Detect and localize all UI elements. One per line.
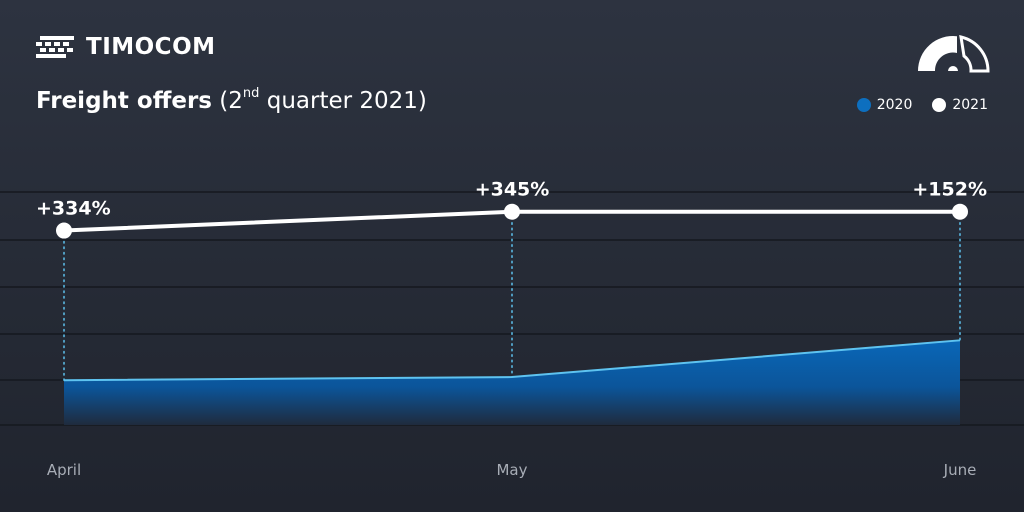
title-open: (2 bbox=[219, 88, 243, 114]
legend-dot-2021 bbox=[932, 98, 947, 112]
x-tick-label-1: May bbox=[496, 461, 527, 479]
brand-logo: TIMOCOM bbox=[36, 34, 216, 60]
data-label-1: +345% bbox=[475, 179, 550, 201]
data-label-0: +334% bbox=[36, 198, 111, 220]
x-tick-label-2: June bbox=[943, 461, 977, 479]
data-label-2: +152% bbox=[912, 179, 987, 201]
brand-name: TIMOCOM bbox=[86, 34, 216, 60]
x-axis-ticks: April May June bbox=[47, 461, 976, 479]
drop-lines bbox=[63, 210, 961, 381]
chart-title: Freight offers (2nd quarter 2021) bbox=[36, 86, 427, 114]
data-point-2021-0 bbox=[56, 222, 72, 239]
series-2020-area bbox=[63, 339, 961, 425]
data-point-2021-1 bbox=[504, 203, 520, 220]
series-2021-line bbox=[56, 203, 968, 239]
legend-item-2021: 2021 bbox=[932, 97, 988, 113]
title-sup: nd bbox=[242, 86, 260, 102]
title-rest: quarter 2021) bbox=[259, 88, 427, 114]
series-2020-area-fill bbox=[64, 340, 960, 425]
gauge-icon bbox=[918, 35, 990, 73]
legend-dot-2020 bbox=[856, 98, 871, 112]
legend-item-2020: 2020 bbox=[856, 97, 913, 113]
data-labels: +334% +345% +152% bbox=[36, 179, 987, 220]
legend-label-2020: 2020 bbox=[876, 97, 913, 113]
legend-label-2021: 2021 bbox=[952, 97, 988, 113]
x-tick-label-0: April bbox=[47, 461, 81, 479]
data-point-2021-2 bbox=[952, 203, 968, 220]
legend: 2020 2021 bbox=[837, 97, 988, 113]
title-strong: Freight offers bbox=[36, 88, 212, 114]
timocom-logo-icon bbox=[36, 36, 74, 58]
